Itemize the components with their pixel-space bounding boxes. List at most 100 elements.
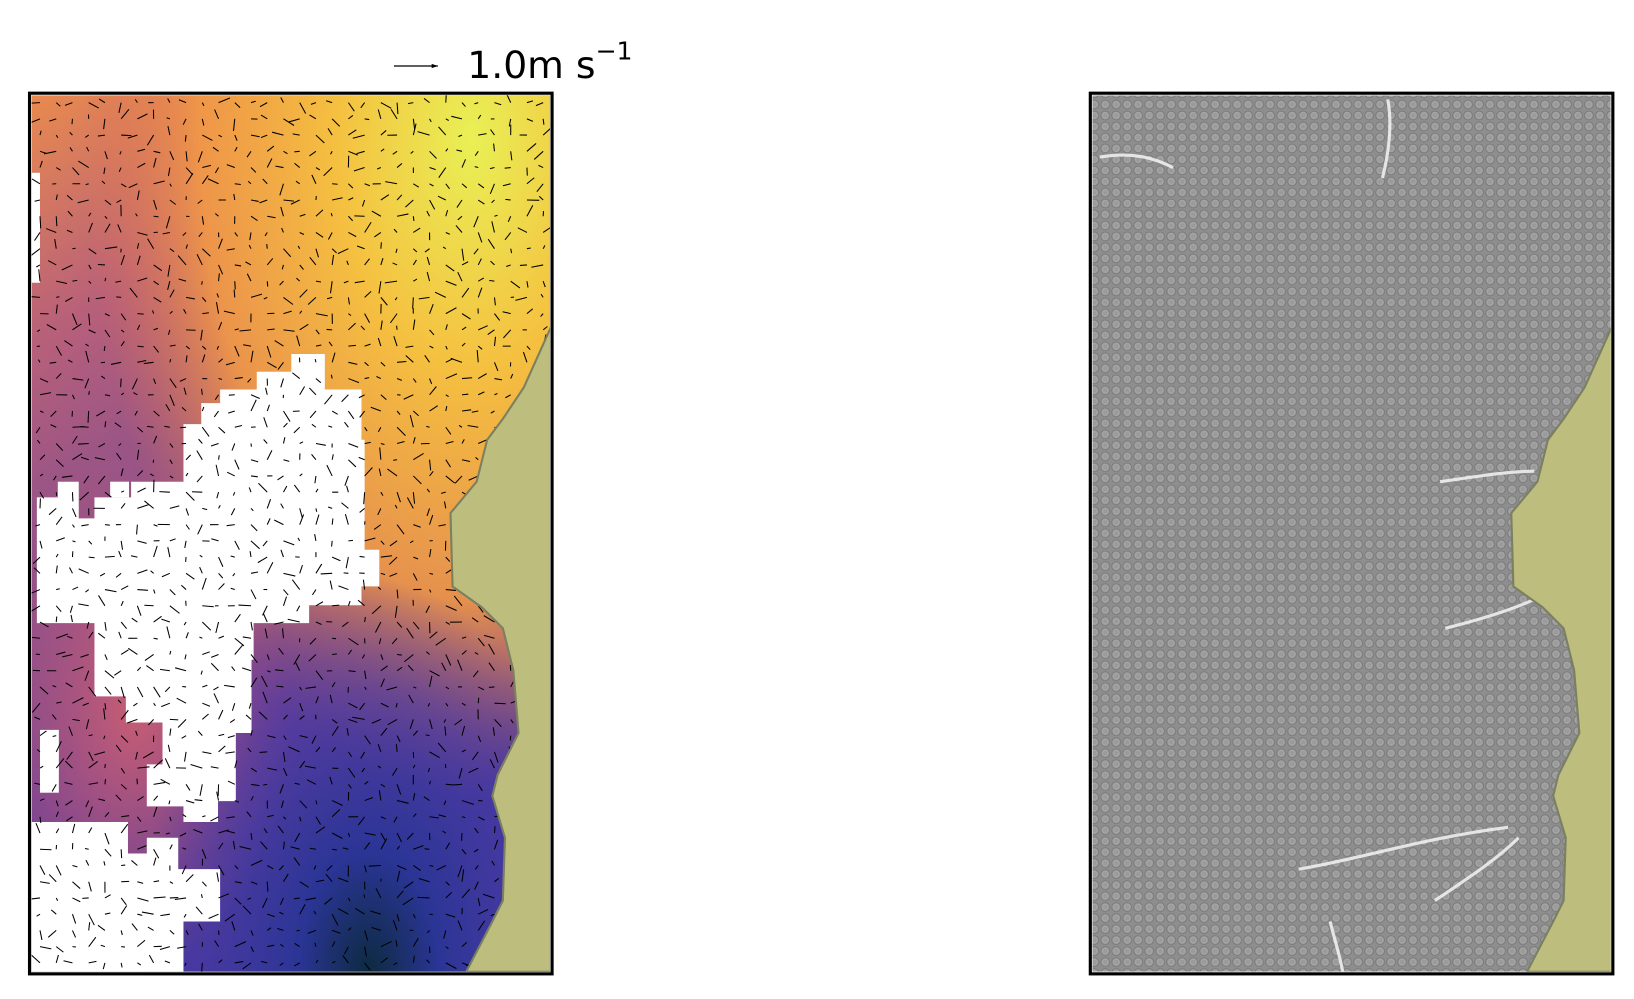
arrow — [346, 485, 349, 493]
arrow — [393, 336, 398, 347]
arrow — [61, 475, 73, 478]
arrow — [184, 654, 187, 660]
arrow — [359, 555, 365, 558]
arrow — [266, 244, 268, 249]
arrow — [385, 181, 398, 185]
arrow — [218, 134, 223, 138]
arrow — [445, 231, 450, 235]
arrow — [280, 549, 284, 558]
arrow — [169, 881, 174, 884]
arrow — [494, 877, 500, 883]
arrow — [283, 816, 287, 820]
arrow — [331, 454, 334, 460]
arrow — [308, 387, 317, 396]
arrow — [279, 183, 284, 196]
arrow — [380, 442, 385, 446]
arrow — [380, 816, 386, 820]
arrow — [31, 636, 41, 639]
arrow — [185, 151, 188, 162]
arrow — [405, 199, 414, 208]
arrow — [97, 134, 105, 137]
arrow — [199, 566, 203, 574]
arrow — [185, 508, 190, 516]
arrow — [120, 823, 129, 834]
arrow — [218, 583, 225, 590]
arrow — [213, 686, 219, 691]
arrow — [437, 195, 447, 201]
arrow — [364, 797, 374, 802]
arrow — [88, 631, 94, 639]
arrow — [88, 922, 91, 931]
arrow — [504, 167, 511, 169]
arrow — [262, 897, 268, 909]
arrow — [426, 508, 431, 517]
arrow — [88, 222, 93, 233]
arrow — [412, 813, 417, 818]
arrow — [445, 440, 454, 444]
arrow — [393, 228, 398, 233]
arrow — [332, 653, 338, 655]
arrow — [137, 569, 148, 574]
arrow — [262, 691, 268, 704]
arrow — [218, 238, 223, 249]
arrow — [440, 491, 446, 494]
arrow — [242, 962, 252, 970]
arrow — [474, 865, 479, 870]
arrow — [185, 472, 189, 477]
arrow — [445, 405, 448, 412]
arrow — [162, 231, 170, 235]
arrow — [104, 524, 110, 526]
arrow — [380, 242, 382, 249]
arrow — [429, 386, 437, 396]
arrow — [348, 718, 358, 723]
arrow — [290, 199, 300, 205]
arrow — [211, 653, 219, 658]
arrow — [468, 767, 479, 774]
arrow — [153, 857, 157, 866]
arrow — [65, 800, 73, 806]
arrow — [98, 595, 106, 607]
arrow — [102, 962, 106, 970]
arrow — [64, 340, 73, 347]
arrow — [55, 946, 64, 953]
arrow — [299, 289, 308, 298]
arrow — [88, 391, 90, 395]
arrow — [72, 279, 78, 282]
arrow — [49, 118, 57, 122]
arrow — [137, 487, 146, 493]
arrow — [82, 702, 89, 706]
arrow — [412, 319, 416, 330]
arrow — [474, 652, 479, 655]
arrow — [104, 670, 115, 679]
arrow — [66, 751, 73, 760]
arrow — [72, 378, 84, 381]
arrow — [331, 747, 336, 753]
arrow — [474, 102, 479, 105]
arrow — [201, 118, 205, 126]
arrow — [526, 281, 529, 288]
arrow — [445, 556, 451, 562]
arrow — [327, 506, 333, 509]
arrow — [185, 296, 195, 300]
arrow — [337, 908, 349, 915]
arrow — [315, 209, 324, 217]
arrow — [331, 352, 336, 363]
arrow — [364, 735, 371, 745]
arrow — [185, 491, 195, 501]
arrow — [31, 589, 41, 594]
arrow — [81, 524, 89, 527]
arrow — [120, 649, 129, 655]
arrow — [230, 555, 235, 558]
arrow — [266, 865, 274, 870]
arrow — [474, 881, 479, 890]
arrow — [377, 109, 382, 119]
arrow — [309, 847, 317, 850]
arrow — [412, 573, 418, 581]
arrow — [348, 670, 356, 673]
arrow — [426, 930, 430, 934]
arrow — [234, 134, 238, 141]
arrow — [250, 134, 260, 138]
arrow — [347, 767, 356, 778]
arrow — [104, 848, 112, 857]
